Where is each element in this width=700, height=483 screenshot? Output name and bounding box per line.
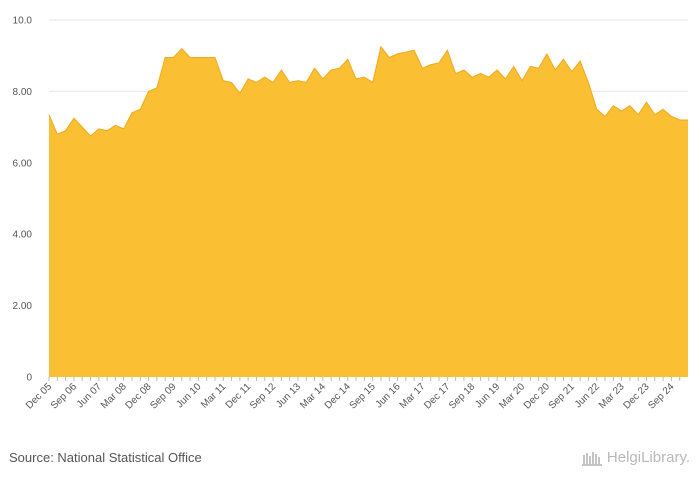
x-tick-label: Dec 05 [24, 381, 54, 411]
x-tick-label: Dec 08 [124, 381, 154, 411]
source-note: Source: National Statistical Office [9, 450, 202, 465]
x-tick-label: Sep 15 [348, 381, 378, 411]
x-tick-label: Sep 21 [547, 381, 577, 411]
y-tick-label: 4.00 [13, 230, 33, 241]
helgilibrary-logo: HelgiLibrary. [581, 449, 690, 466]
library-icon [581, 451, 602, 466]
x-tick-label: Mar 08 [99, 381, 129, 411]
x-tick-label: Jun 22 [573, 381, 602, 410]
x-tick-label: Sep 09 [148, 381, 178, 411]
x-tick-label: Sep 12 [248, 381, 278, 411]
x-tick-label: Jun 07 [75, 381, 104, 410]
x-tick-label: Mar 14 [298, 381, 328, 411]
y-tick-label: 10.0 [13, 16, 33, 27]
x-tick-label: Sep 06 [49, 381, 79, 411]
logo-text: HelgiLibrary. [606, 449, 690, 466]
y-tick-label: 2.00 [13, 301, 33, 312]
x-tick-label: Dec 17 [422, 381, 452, 411]
x-tick-label: Mar 20 [497, 381, 527, 411]
x-tick-label: Dec 20 [522, 381, 552, 411]
x-tick-label: Sep 24 [646, 381, 676, 411]
x-tick-label: Dec 14 [323, 381, 353, 411]
y-tick-label: 8.00 [13, 87, 33, 98]
x-tick-label: Dec 11 [224, 381, 254, 411]
x-tick-label: Jun 19 [473, 381, 502, 410]
x-tick-label: Jun 16 [374, 381, 403, 410]
x-tick-label: Sep 18 [447, 381, 477, 411]
x-tick-label: Mar 11 [199, 381, 229, 411]
x-tick-label: Jun 13 [274, 381, 303, 410]
y-tick-label: 6.00 [13, 158, 33, 169]
x-tick-label: Mar 17 [398, 381, 428, 411]
x-tick-label: Jun 10 [174, 381, 203, 410]
x-axis [48, 377, 681, 381]
y-tick-label: 0 [26, 373, 32, 384]
area-series-line [48, 45, 688, 137]
x-tick-label: Dec 23 [621, 381, 651, 411]
area-series-fill [49, 46, 688, 378]
data-area [48, 45, 688, 378]
x-tick-label: Mar 23 [597, 381, 627, 411]
y-axis-tick-labels: 0 2.00 4.00 6.00 8.00 10.0 [13, 16, 33, 384]
